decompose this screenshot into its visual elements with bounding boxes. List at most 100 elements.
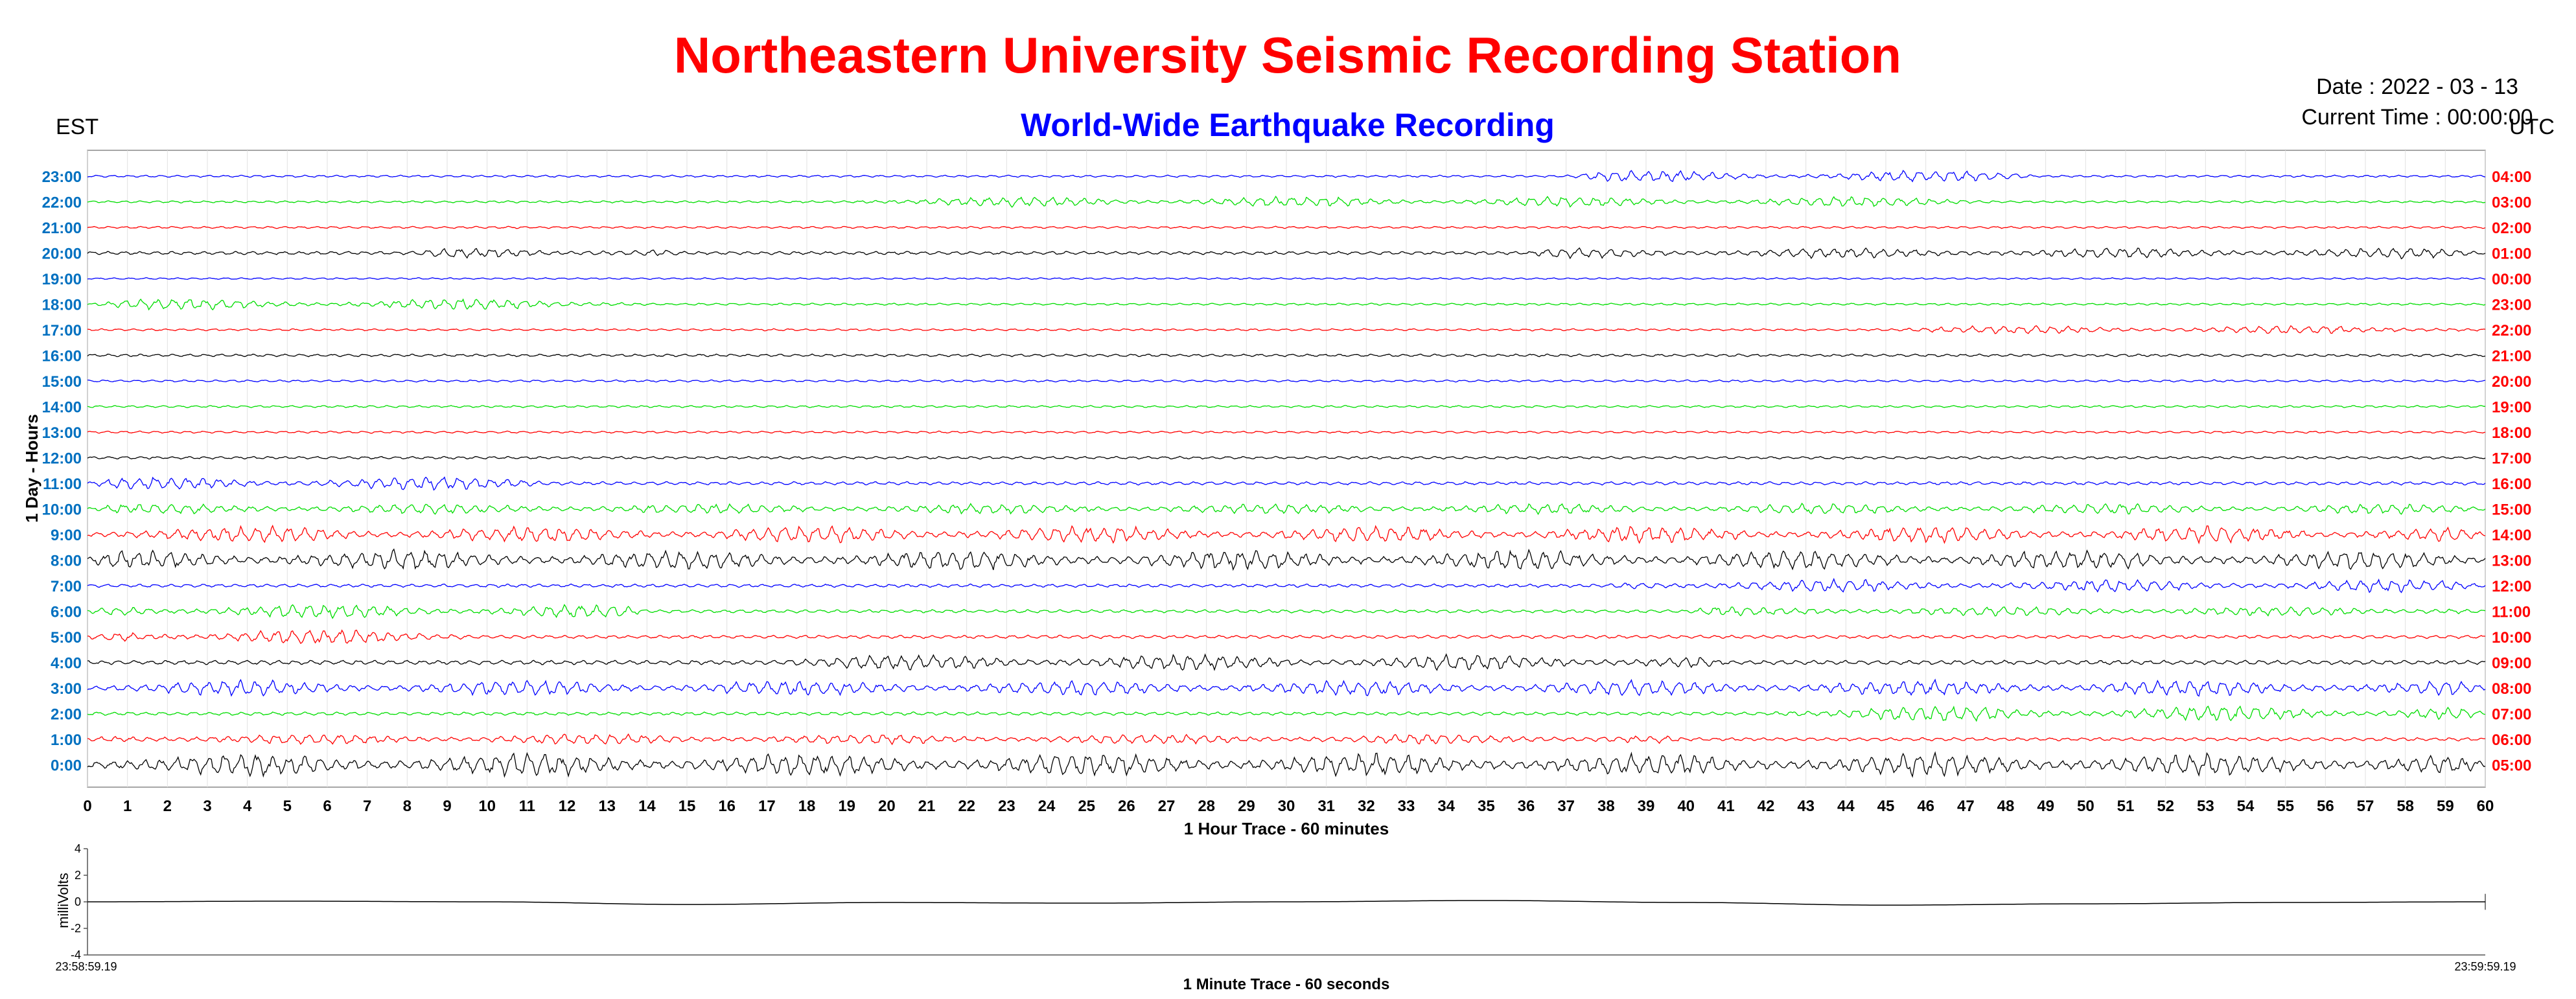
x-tick-label: 8 [403,798,412,815]
est-hour-label: 12:00 [42,450,82,468]
x-tick-label: 26 [1118,798,1135,815]
current-time-label: Current Time : 00:00:00 [2301,105,2533,130]
x-tick-label: 4 [243,798,252,815]
est-hour-label: 3:00 [51,680,82,698]
hour-trace [87,705,2486,722]
x-tick-label: 24 [1038,798,1056,815]
utc-hour-label: 14:00 [2492,527,2531,544]
est-hour-label: 18:00 [42,297,82,314]
x-tick-label: 60 [2477,798,2494,815]
x-tick-label: 41 [1717,798,1735,815]
hour-trace [87,298,2486,311]
hour-trace [87,751,2486,778]
utc-hour-label: 19:00 [2492,399,2531,417]
hour-trace [87,629,2486,645]
x-tick-label: 52 [2157,798,2174,815]
utc-hour-label: 08:00 [2492,680,2531,698]
hour-trace [87,502,2486,516]
utc-zone-label: UTC [2509,115,2555,139]
x-tick-label: 3 [203,798,211,815]
x-tick-label: 21 [918,798,936,815]
x-tick-label: 13 [598,798,616,815]
x-tick-label: 48 [1997,798,2015,815]
utc-hour-label: 05:00 [2492,757,2531,775]
x-tick-label: 9 [443,798,451,815]
hour-trace [87,524,2486,545]
hour-trace [87,604,2486,619]
utc-hour-label: 15:00 [2492,501,2531,519]
x-tick-label: 55 [2277,798,2294,815]
est-hour-label: 6:00 [51,604,82,621]
utc-hour-label: 23:00 [2492,297,2531,314]
est-hour-label: 7:00 [51,578,82,595]
station-title: Northeastern University Seismic Recordin… [674,27,1901,84]
utc-hour-labels: 04:00 03:00 02:00 01:00 00:00 23:00 22:00 21:00… [2492,168,2531,775]
x-tick-label: 27 [1158,798,1176,815]
hour-trace [87,476,2486,491]
x-tick-label: 53 [2197,798,2214,815]
utc-hour-label: 17:00 [2492,450,2531,468]
x-tick-label: 16 [718,798,736,815]
utc-hour-label: 02:00 [2492,220,2531,237]
utc-hour-label: 12:00 [2492,578,2531,595]
utc-hour-label: 09:00 [2492,655,2531,672]
utc-hour-label: 18:00 [2492,424,2531,442]
hour-trace [87,577,2486,593]
hour-trace [87,653,2486,671]
x-tick-label: 10 [478,798,496,815]
utc-hour-label: 07:00 [2492,706,2531,724]
x-tick-label: 6 [323,798,331,815]
helicorder-plot: 23:00 22:00 21:00 20:00 19:00 18:00 17:00 16:00… [22,150,2531,838]
x-tick-label: 28 [1198,798,1215,815]
est-hour-label: 20:00 [42,246,82,263]
est-hour-label: 23:00 [42,168,82,186]
minute-trace-line [87,900,2485,906]
minute-y-tick-label: -2 [71,922,81,935]
est-hour-label: 13:00 [42,424,82,442]
hour-trace [87,430,2486,434]
hour-trace [87,455,2486,460]
utc-hour-label: 13:00 [2492,553,2531,570]
hour-trace [87,379,2486,383]
x-tick-label: 5 [283,798,292,815]
utc-hour-label: 10:00 [2492,629,2531,647]
minute-trace-axes: 4 2 0 -2 -4 [71,842,2486,961]
x-tick-label: 47 [1957,798,1975,815]
utc-hour-label: 00:00 [2492,271,2531,288]
hour-trace [87,170,2486,183]
hour-trace [87,247,2486,260]
x-tick-label: 49 [2037,798,2054,815]
x-tick-label: 34 [1437,798,1455,815]
x-tick-label: 42 [1758,798,1775,815]
est-hour-label: 15:00 [42,373,82,391]
x-tick-label: 11 [519,798,535,815]
est-hour-label: 22:00 [42,194,82,212]
x-tick-label: 44 [1837,798,1855,815]
x-tick-label: 17 [758,798,776,815]
helicorder-gridlines [87,150,2486,787]
hour-trace [87,225,2486,229]
minute-end-time-label: 23:59:59.19 [2454,960,2516,973]
date-label: Date : 2022 - 03 - 13 [2316,75,2518,99]
utc-hour-label: 11:00 [2492,604,2531,621]
x-tick-label: 19 [838,798,855,815]
helicorder-x-axis-label: 1 Hour Trace - 60 minutes [1184,819,1389,838]
x-tick-label: 0 [83,798,91,815]
x-tick-label: 15 [679,798,696,815]
est-hour-label: 8:00 [51,553,82,570]
x-tick-label: 50 [2077,798,2094,815]
utc-hour-label: 06:00 [2492,731,2531,749]
x-tick-label: 31 [1317,798,1335,815]
est-hour-labels: 23:00 22:00 21:00 20:00 19:00 18:00 17:00 16:00… [42,168,82,775]
utc-hour-label: 21:00 [2492,348,2531,365]
x-tick-label: 7 [363,798,371,815]
est-hour-label: 10:00 [42,501,82,519]
minute-y-tick-label: 4 [75,842,81,855]
minute-y-tick-label: 0 [75,895,81,908]
x-tick-label: 58 [2396,798,2414,815]
utc-hour-label: 20:00 [2492,373,2531,391]
helicorder-y-axis-label: 1 Day - Hours [22,414,41,523]
est-hour-label: 16:00 [42,348,82,365]
x-tick-label: 37 [1557,798,1575,815]
